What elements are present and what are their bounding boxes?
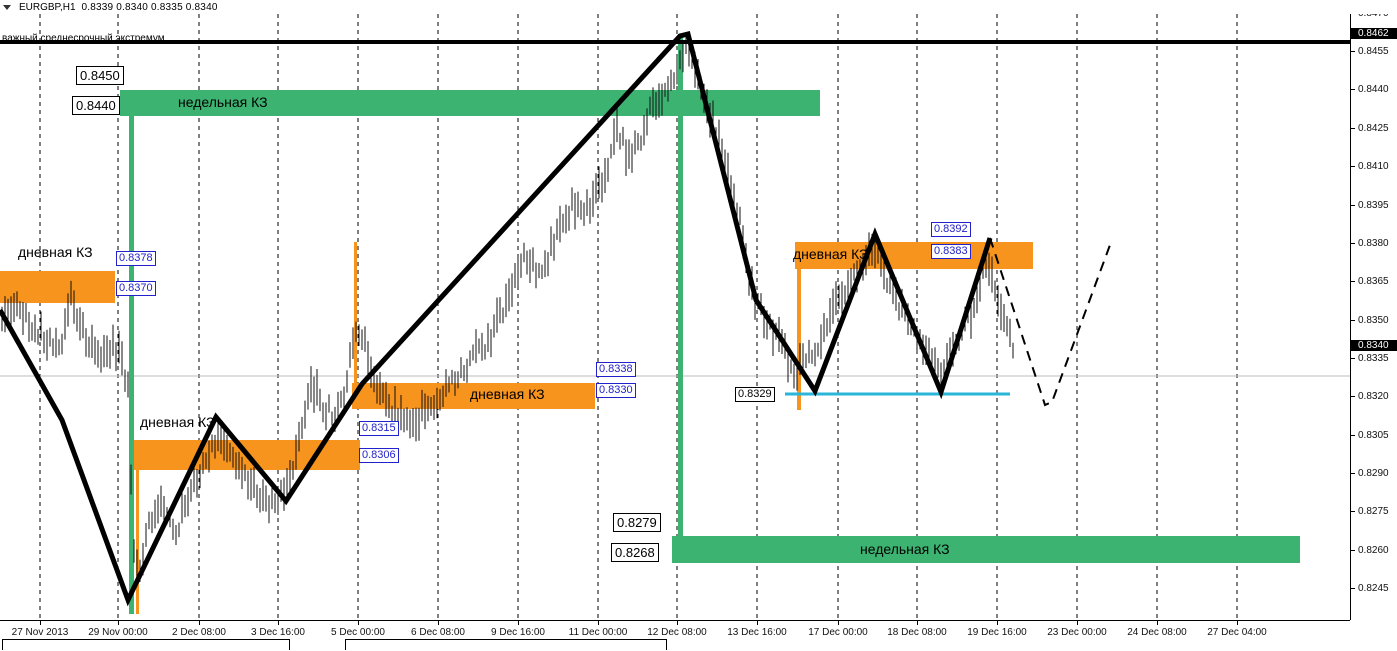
daily-zone-left-upper-price-tag[interactable]: 0.8378 — [116, 251, 156, 266]
extremum-note: важный среднесрочный экстремум — [2, 33, 165, 44]
price-tick-highlighted: 0.8462 — [1351, 28, 1397, 40]
time-tick-mark — [118, 621, 119, 625]
time-tick-mark — [677, 621, 678, 625]
time-tick-label: 29 Nov 00:00 — [88, 627, 148, 638]
time-tick-mark — [199, 621, 200, 625]
daily-zone-middle — [352, 383, 595, 409]
ohlc-values: 0.8339 0.8340 0.8335 0.8340 — [81, 1, 218, 13]
weekly-zone-bottom-label: недельная КЗ — [860, 541, 950, 557]
price-tick: 0.8395 — [1351, 200, 1389, 211]
time-tick-label: 2 Dec 08:00 — [172, 627, 226, 638]
bottom-tab-left[interactable] — [2, 639, 290, 650]
chevron-down-icon[interactable] — [3, 4, 11, 10]
bottom-tab-right[interactable] — [345, 639, 667, 650]
price-tick-highlighted: 0.8340 — [1351, 340, 1397, 352]
weekly-zone-bottom — [672, 536, 1300, 563]
price-axis[interactable]: 0.84700.84620.84550.84400.84250.84100.83… — [1350, 8, 1397, 620]
price-tick: 0.8350 — [1351, 315, 1389, 326]
daily-zone-lower-left-lower-price-tag[interactable]: 0.8306 — [359, 448, 399, 463]
symbol-label: EURGBP,H1 — [19, 1, 76, 13]
price-tick: 0.8275 — [1351, 506, 1389, 517]
time-tick-mark — [1237, 621, 1238, 625]
time-tick-label: 5 Dec 00:00 — [331, 627, 385, 638]
vertical-marker-green-left — [129, 108, 134, 614]
chart-titlebar: EURGBP,H1 0.8339 0.8340 0.8335 0.8340 — [0, 0, 1397, 14]
price-tick: 0.8260 — [1351, 545, 1389, 556]
price-tick: 0.8290 — [1351, 468, 1389, 479]
time-tick-mark — [438, 621, 439, 625]
daily-zone-left-lower-price-tag[interactable]: 0.8370 — [116, 281, 156, 296]
price-tick: 0.8440 — [1351, 84, 1389, 95]
support-line-price-tag[interactable]: 0.8329 — [735, 387, 775, 402]
time-tick-mark — [1157, 621, 1158, 625]
daily-zone-left-label: дневная КЗ — [18, 244, 93, 260]
time-tick-label: 27 Dec 04:00 — [1207, 627, 1267, 638]
weekly-zone-top-label: недельная КЗ — [178, 94, 268, 110]
vertical-marker-orange-left — [136, 454, 139, 614]
daily-zone-left — [0, 271, 115, 303]
time-tick-mark — [757, 621, 758, 625]
weekly-zone-top-upper-price-tag[interactable]: 0.8450 — [76, 66, 124, 85]
time-tick-label: 3 Dec 16:00 — [251, 627, 305, 638]
daily-zone-middle-label: дневная КЗ — [470, 386, 545, 402]
price-tick: 0.8425 — [1351, 123, 1389, 134]
time-tick-mark — [917, 621, 918, 625]
daily-zone-right-lower-price-tag[interactable]: 0.8383 — [931, 244, 971, 259]
time-tick-label: 24 Dec 08:00 — [1127, 627, 1187, 638]
time-tick-label: 17 Dec 00:00 — [808, 627, 868, 638]
time-tick-label: 9 Dec 16:00 — [491, 627, 545, 638]
vertical-marker-orange-mid — [354, 242, 357, 396]
price-tick: 0.8320 — [1351, 391, 1389, 402]
time-tick-label: 23 Dec 00:00 — [1047, 627, 1107, 638]
time-tick-label: 11 Dec 00:00 — [568, 627, 628, 638]
daily-zone-lower-left-label: дневная КЗ — [140, 414, 215, 430]
time-tick-mark — [518, 621, 519, 625]
zigzag-trendline[interactable] — [0, 30, 993, 607]
daily-zone-lower-left-upper-price-tag[interactable]: 0.8315 — [359, 421, 399, 436]
price-tick: 0.8365 — [1351, 276, 1389, 287]
time-tick-label: 12 Dec 08:00 — [647, 627, 707, 638]
time-tick-mark — [40, 621, 41, 625]
price-tick: 0.8380 — [1351, 238, 1389, 249]
time-tick-label: 18 Dec 08:00 — [887, 627, 947, 638]
time-tick-mark — [997, 621, 998, 625]
daily-zone-right-upper-price-tag[interactable]: 0.8392 — [931, 222, 971, 237]
time-tick-mark — [838, 621, 839, 625]
chart-canvas — [0, 14, 1350, 620]
time-tick-mark — [1077, 621, 1078, 625]
time-tick-label: 19 Dec 16:00 — [967, 627, 1027, 638]
time-tick-label: 27 Nov 2013 — [11, 627, 69, 638]
vertical-marker-green-right — [678, 34, 683, 550]
price-tick: 0.8410 — [1351, 161, 1389, 172]
time-tick-mark — [598, 621, 599, 625]
daily-zone-middle-upper-price-tag[interactable]: 0.8338 — [596, 362, 636, 377]
time-tick-label: 13 Dec 16:00 — [727, 627, 787, 638]
daily-zone-right-label: дневная КЗ — [793, 246, 868, 262]
time-tick-mark — [358, 621, 359, 625]
weekly-zone-bottom-upper-price-tag[interactable]: 0.8279 — [613, 513, 661, 532]
price-tick: 0.8335 — [1351, 353, 1389, 364]
daily-zone-middle-lower-price-tag[interactable]: 0.8330 — [596, 383, 636, 398]
chart-plot-area[interactable]: недельная КЗ недельная КЗ дневная КЗ дневна… — [0, 14, 1350, 620]
price-tick: 0.8455 — [1351, 46, 1389, 57]
weekly-zone-bottom-lower-price-tag[interactable]: 0.8268 — [611, 543, 659, 562]
projection-path — [989, 237, 1111, 407]
time-tick-label: 6 Dec 08:00 — [411, 627, 465, 638]
weekly-zone-top-lower-price-tag[interactable]: 0.8440 — [72, 96, 120, 115]
price-tick: 0.8305 — [1351, 430, 1389, 441]
time-tick-mark — [278, 621, 279, 625]
vertical-marker-orange-right — [797, 254, 801, 410]
price-tick: 0.8245 — [1351, 583, 1389, 594]
